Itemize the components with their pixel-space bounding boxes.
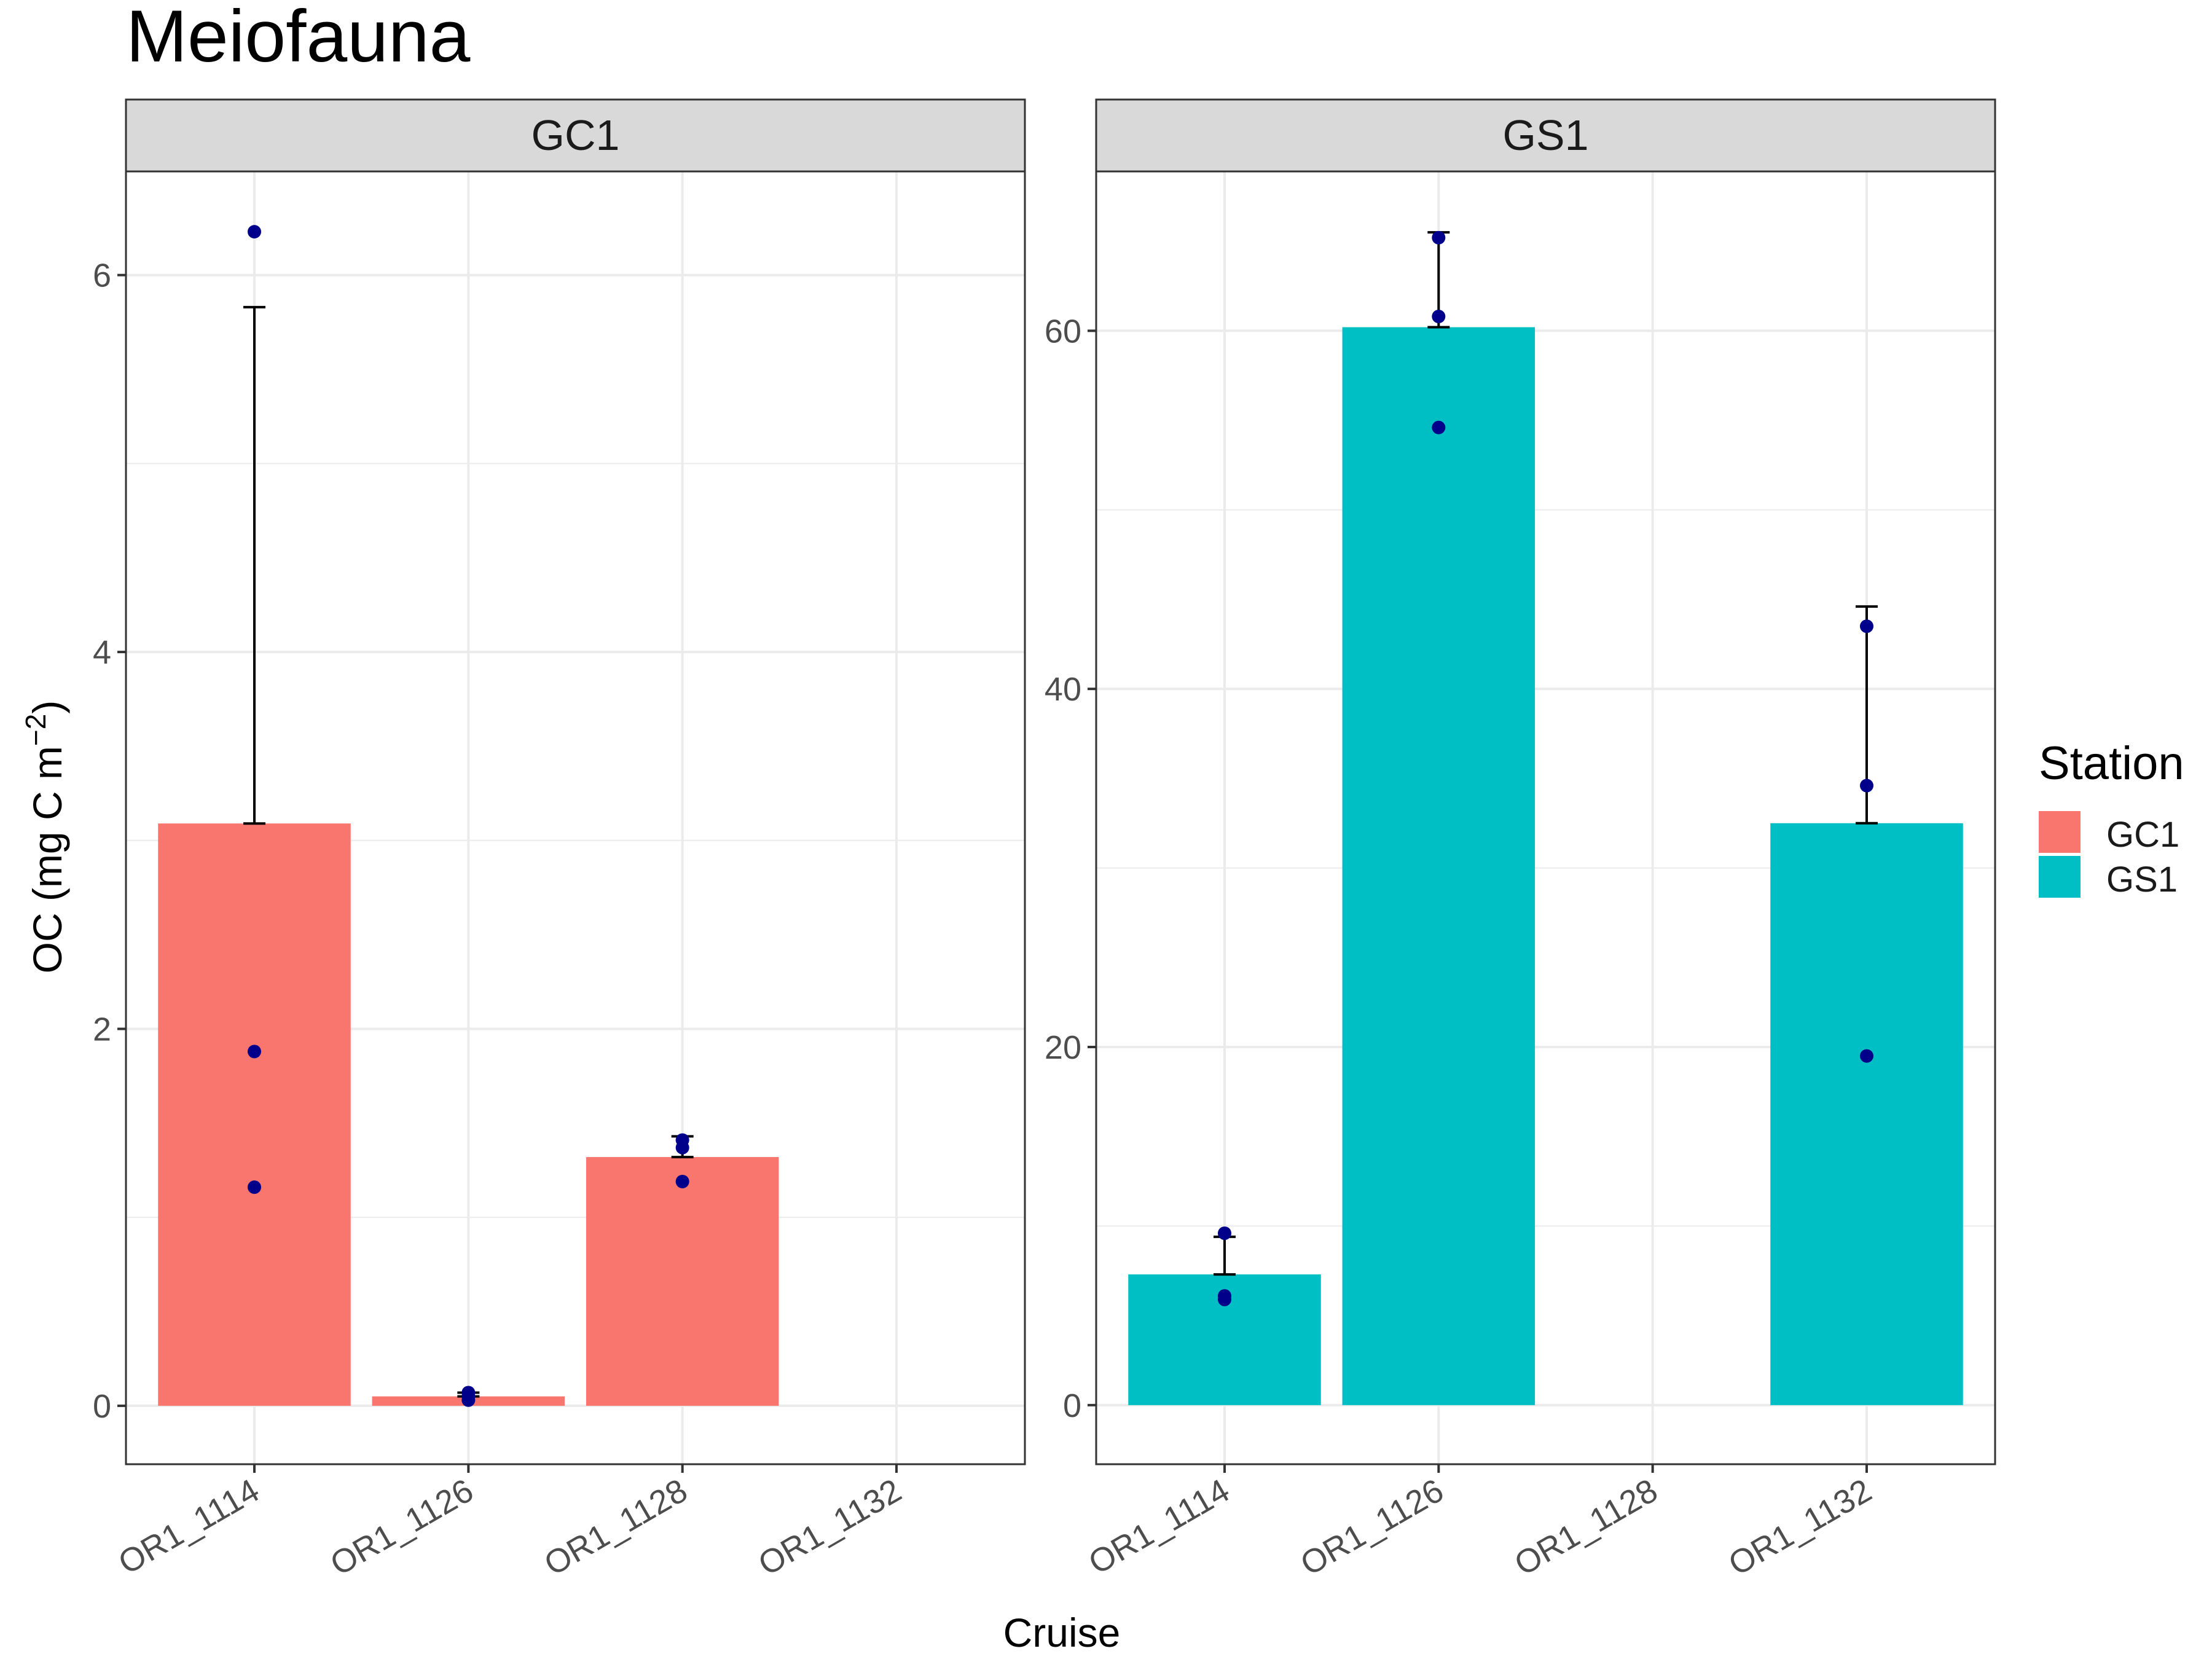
x-tick-label: OR1_1126 [1295, 1472, 1450, 1583]
y-axis-label-superscript: −2 [20, 714, 52, 746]
legend-label-gs1: GS1 [2106, 860, 2178, 900]
panel-gc1: 0 2 4 6 GC1 OR1_1114 OR1_1126 OR1_1128 OR1_1132 [93, 98, 1026, 1583]
y-tick-label: 60 [1045, 313, 1081, 350]
x-tick-label: OR1_1128 [538, 1472, 694, 1583]
data-point [248, 1180, 261, 1194]
x-tick-label: OR1_1114 [112, 1472, 265, 1582]
y-tick-label: 2 [93, 1011, 111, 1048]
y-tick-label: 0 [1063, 1387, 1081, 1424]
legend: Station GC1 GS1 [2039, 737, 2184, 900]
data-point [1218, 1226, 1231, 1241]
x-tick-label: OR1_1132 [752, 1472, 908, 1583]
y-tick-label: 40 [1045, 671, 1081, 708]
x-tick-label: OR1_1128 [1508, 1472, 1664, 1583]
chart-title: Meiofauna [126, 0, 471, 77]
data-point [461, 1393, 476, 1407]
data-point [1432, 310, 1446, 324]
y-tick-label: 6 [93, 257, 111, 294]
data-point [1218, 1292, 1231, 1306]
legend-title: Station [2039, 737, 2184, 790]
x-tick-label: OR1_1114 [1083, 1472, 1236, 1582]
x-tick-label: OR1_1126 [324, 1472, 480, 1583]
bar-or1_1128 [586, 1157, 779, 1406]
bar-or1_1114 [158, 823, 351, 1406]
data-point [1860, 779, 1873, 793]
facet-strip-label: GC1 [531, 111, 620, 159]
data-point [248, 225, 261, 239]
x-tick-label: OR1_1132 [1722, 1472, 1878, 1583]
data-point [675, 1140, 689, 1155]
panel-gs1: 0 20 40 60 GS1 OR1_1114 OR1_1126 OR1_1128 OR1_11… [1045, 98, 1996, 1583]
y-tick-label: 0 [93, 1388, 111, 1425]
legend-label-gc1: GC1 [2106, 815, 2179, 855]
legend-key-gs1 [2039, 856, 2081, 898]
y-tick-label: 20 [1045, 1029, 1081, 1066]
x-axis-label: Cruise [1003, 1610, 1121, 1655]
y-axis-label-main: OC (mg C m [25, 746, 70, 973]
facet-strip [125, 98, 1026, 173]
facet-strip [1095, 98, 1996, 173]
legend-key-gc1 [2039, 811, 2081, 853]
bar-or1_1132 [1770, 823, 1963, 1405]
y-tick-label: 4 [93, 634, 111, 671]
data-point [1432, 420, 1446, 434]
bar-or1_1126 [1342, 327, 1535, 1405]
data-point [1860, 619, 1873, 633]
data-point [1432, 230, 1446, 245]
data-point [1860, 1049, 1873, 1063]
facet-strip-label: GS1 [1502, 111, 1588, 159]
y-axis-label: OC (mg C m−2) [20, 700, 70, 974]
data-point [248, 1045, 261, 1059]
y-axis-label-close: ) [25, 700, 70, 714]
data-point [675, 1174, 689, 1188]
